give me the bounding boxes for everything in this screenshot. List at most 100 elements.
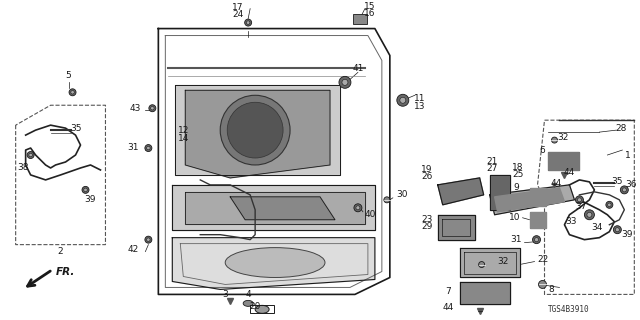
- Text: 27: 27: [486, 164, 497, 173]
- Circle shape: [552, 137, 557, 143]
- Text: 39: 39: [621, 230, 633, 239]
- Circle shape: [227, 102, 283, 158]
- Circle shape: [607, 203, 611, 206]
- Circle shape: [71, 91, 74, 94]
- Text: 44: 44: [442, 303, 453, 312]
- Text: 39: 39: [84, 195, 96, 204]
- Polygon shape: [438, 215, 475, 240]
- Text: 26: 26: [421, 172, 433, 181]
- Polygon shape: [460, 283, 509, 304]
- Text: 2: 2: [58, 247, 63, 256]
- Circle shape: [584, 210, 595, 220]
- Circle shape: [577, 198, 581, 202]
- Text: TGS4B3910: TGS4B3910: [547, 305, 589, 314]
- Text: 16: 16: [364, 9, 376, 18]
- Text: 35: 35: [612, 177, 623, 187]
- Text: 44: 44: [564, 168, 575, 178]
- Text: 6: 6: [540, 146, 545, 155]
- Polygon shape: [172, 185, 375, 230]
- Circle shape: [149, 105, 156, 112]
- Polygon shape: [490, 175, 509, 210]
- Circle shape: [606, 201, 613, 208]
- Text: 11: 11: [414, 94, 426, 103]
- Text: 36: 36: [625, 180, 637, 189]
- Circle shape: [84, 188, 87, 192]
- Circle shape: [479, 261, 484, 268]
- Circle shape: [356, 206, 360, 210]
- Text: 43: 43: [130, 104, 141, 113]
- Text: 29: 29: [421, 222, 433, 231]
- Text: 22: 22: [537, 255, 548, 264]
- Text: 34: 34: [592, 223, 603, 232]
- Text: 20: 20: [250, 302, 261, 311]
- Polygon shape: [490, 185, 575, 215]
- Text: 15: 15: [364, 2, 376, 11]
- Text: 21: 21: [486, 157, 497, 166]
- Text: 10: 10: [509, 213, 520, 222]
- Circle shape: [339, 76, 351, 88]
- Circle shape: [397, 94, 409, 106]
- Circle shape: [29, 153, 33, 157]
- Circle shape: [220, 95, 290, 165]
- Text: 30: 30: [396, 190, 408, 199]
- Circle shape: [622, 188, 627, 192]
- Text: 19: 19: [421, 165, 433, 174]
- Text: 24: 24: [232, 10, 244, 19]
- Text: 35: 35: [70, 124, 81, 132]
- Circle shape: [532, 236, 541, 244]
- Circle shape: [69, 89, 76, 96]
- Circle shape: [145, 145, 152, 152]
- Polygon shape: [186, 192, 365, 224]
- Circle shape: [342, 79, 348, 85]
- Text: 3: 3: [222, 290, 228, 299]
- Polygon shape: [230, 197, 335, 220]
- Circle shape: [587, 212, 592, 217]
- Text: 12: 12: [178, 126, 189, 135]
- Text: 31: 31: [510, 235, 522, 244]
- Bar: [353, 14, 367, 24]
- Polygon shape: [438, 178, 484, 205]
- Text: 42: 42: [128, 245, 139, 254]
- Text: 14: 14: [178, 133, 189, 143]
- Circle shape: [613, 226, 621, 234]
- Circle shape: [538, 280, 547, 288]
- Circle shape: [534, 238, 538, 242]
- Circle shape: [27, 152, 34, 158]
- Circle shape: [246, 21, 250, 24]
- Text: 40: 40: [364, 210, 376, 219]
- Circle shape: [244, 19, 252, 26]
- Text: 31: 31: [127, 142, 139, 152]
- Text: 4: 4: [245, 290, 251, 299]
- Text: 41: 41: [352, 64, 364, 73]
- Circle shape: [615, 228, 620, 232]
- Text: 44: 44: [551, 180, 562, 188]
- Circle shape: [354, 204, 362, 212]
- Text: FR.: FR.: [56, 267, 75, 276]
- Ellipse shape: [243, 300, 253, 306]
- Text: 9: 9: [514, 183, 520, 192]
- Text: 5: 5: [66, 71, 72, 80]
- Polygon shape: [175, 85, 340, 175]
- Circle shape: [575, 196, 584, 204]
- Text: 18: 18: [512, 164, 524, 172]
- Bar: [250, 305, 274, 313]
- Text: 37: 37: [576, 202, 587, 211]
- Polygon shape: [529, 188, 545, 206]
- Text: 8: 8: [548, 285, 554, 294]
- Polygon shape: [186, 90, 330, 178]
- Text: 28: 28: [616, 124, 627, 132]
- Ellipse shape: [255, 305, 269, 313]
- Polygon shape: [495, 188, 564, 212]
- Ellipse shape: [225, 248, 325, 277]
- Circle shape: [82, 186, 89, 193]
- Text: 25: 25: [512, 171, 524, 180]
- Text: 23: 23: [421, 215, 433, 224]
- Text: 1: 1: [625, 150, 630, 160]
- Polygon shape: [460, 248, 520, 277]
- Text: 32: 32: [497, 257, 508, 266]
- Text: 7: 7: [445, 287, 451, 296]
- Circle shape: [147, 146, 150, 150]
- Text: 13: 13: [414, 102, 426, 111]
- Polygon shape: [529, 212, 545, 228]
- Polygon shape: [547, 152, 579, 170]
